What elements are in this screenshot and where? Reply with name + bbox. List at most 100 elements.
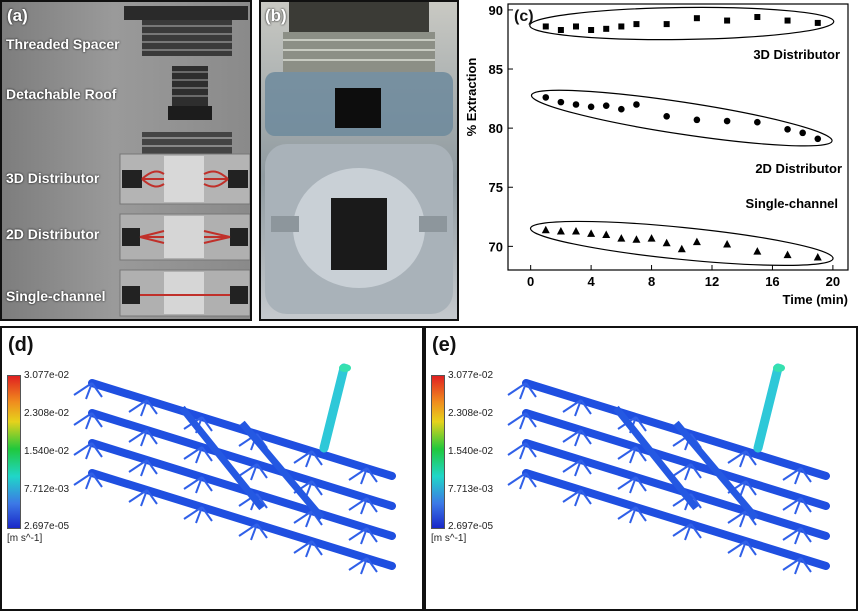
data-point-circle [572, 101, 580, 108]
flow-streamlines-d [73, 363, 396, 575]
data-point-triangle [572, 226, 580, 235]
data-point-circle [633, 101, 640, 108]
data-point-circle [663, 113, 670, 120]
branch-streamline [238, 463, 268, 481]
series-label: 3D Distributor [753, 47, 840, 62]
branch-streamline [507, 412, 537, 430]
cad-exploded-view [119, 6, 250, 317]
panel-b-photo: (b) [259, 0, 459, 321]
data-point-circle [693, 116, 701, 124]
branch-streamline [562, 399, 592, 417]
device-photo [265, 2, 453, 314]
cross-channel [613, 405, 699, 511]
data-point-circle [754, 118, 761, 126]
data-point-square [557, 27, 564, 34]
x-axis-label: Time (min) [783, 292, 849, 307]
colorbar-e [431, 375, 445, 529]
data-point-square [814, 19, 821, 26]
panel-e-label: (e) [432, 334, 457, 356]
manifold-channel [88, 379, 396, 480]
panel-a-label: (a) [7, 6, 28, 25]
data-point-triangle [723, 239, 732, 248]
branch-streamline [727, 450, 757, 468]
photo-cartridge [331, 198, 387, 270]
branch-streamline [507, 382, 537, 400]
colorbar-e-tick: 2.697e-05 [448, 521, 494, 532]
y-tick-label: 70 [489, 239, 503, 254]
manifold-channel [88, 409, 396, 510]
branch-streamline [782, 527, 812, 545]
y-tick-label: 75 [489, 180, 503, 195]
branch-streamline [73, 412, 103, 430]
series-group-ellipse [530, 89, 833, 147]
inlet-pipe [319, 363, 349, 453]
data-point-circle [814, 135, 822, 143]
data-point-circle [602, 102, 610, 109]
panel-c-chart: 0 4 8 12 16 20 70 75 80 85 90 Time (min) % Extractio… [462, 0, 858, 321]
flow-streamlines-e [507, 363, 830, 575]
colorbar-e-tick: 1.540e-02 [448, 446, 494, 457]
data-point-circle [799, 129, 806, 137]
data-point-square [724, 17, 731, 24]
y-axis-label: % Extraction [464, 58, 479, 137]
manifold-channel [88, 439, 396, 540]
data-point-triangle [617, 234, 626, 242]
roof-screw [168, 66, 212, 120]
inlet-opening [339, 364, 351, 372]
data-point-square [784, 17, 791, 24]
data-point-square [693, 15, 700, 22]
cross-channel [179, 405, 265, 511]
branch-streamline [782, 557, 812, 575]
x-tick-label: 4 [587, 274, 595, 289]
branch-streamline [672, 523, 702, 541]
data-point-square [588, 27, 595, 34]
data-point-triangle [541, 225, 550, 234]
y-tick-label: 85 [489, 62, 503, 77]
colorbar-d-unit: [m s^-1] [7, 533, 43, 544]
x-tick-label: 16 [765, 274, 779, 289]
data-point-circle [587, 103, 595, 111]
branch-streamline [293, 450, 323, 468]
x-tick-label: 0 [527, 274, 534, 289]
branch-streamline [73, 442, 103, 460]
branch-streamline [348, 557, 378, 575]
label-2d-distributor: 2D Distributor [6, 226, 100, 242]
label-detachable-roof: Detachable Roof [6, 86, 117, 102]
series-group-ellipse [529, 220, 834, 266]
spacer-cap [124, 6, 248, 20]
branch-streamline [617, 476, 647, 494]
data-point-triangle [556, 226, 565, 235]
data-point-circle [723, 117, 731, 125]
photo-port-right [419, 216, 447, 232]
x-tick-label: 20 [826, 274, 840, 289]
manifold-channel [522, 379, 830, 480]
manifold-channel [522, 439, 830, 540]
branch-streamline [562, 459, 592, 477]
branch-streamline [507, 442, 537, 460]
extraction-chart: 0 4 8 12 16 20 70 75 80 85 90 Time (min) % Extractio… [464, 3, 849, 307]
series-label: Single-channel [746, 196, 838, 211]
branch-streamline [348, 527, 378, 545]
data-point-square [542, 23, 549, 30]
data-point-square [573, 23, 579, 30]
branch-streamline [73, 472, 103, 490]
panel-c-label: (c) [514, 8, 534, 25]
branch-streamline [617, 506, 647, 524]
branch-streamline [128, 489, 158, 507]
panel-d-simulation: (d) 3.077e-02 2.308e-02 1.540e-02 7.712e… [0, 326, 424, 611]
colorbar-d [7, 375, 21, 529]
branch-streamline [507, 472, 537, 490]
colorbar-d-tick: 3.077e-02 [24, 370, 70, 381]
photo-cartridge-top [335, 88, 381, 128]
data-point-circle [618, 105, 625, 113]
panel-e-simulation: (e) 3.077e-02 2.308e-02 1.540e-02 7.713e… [424, 326, 858, 611]
data-point-square [754, 14, 761, 21]
colorbar-e-tick: 3.077e-02 [448, 370, 494, 381]
manifold-channel [88, 469, 396, 570]
data-point-circle [557, 98, 565, 106]
panel-b-label: (b) [265, 6, 287, 25]
branch-streamline [562, 489, 592, 507]
branch-streamline [238, 523, 268, 541]
branch-streamline [562, 429, 592, 447]
branch-streamline [782, 497, 812, 515]
